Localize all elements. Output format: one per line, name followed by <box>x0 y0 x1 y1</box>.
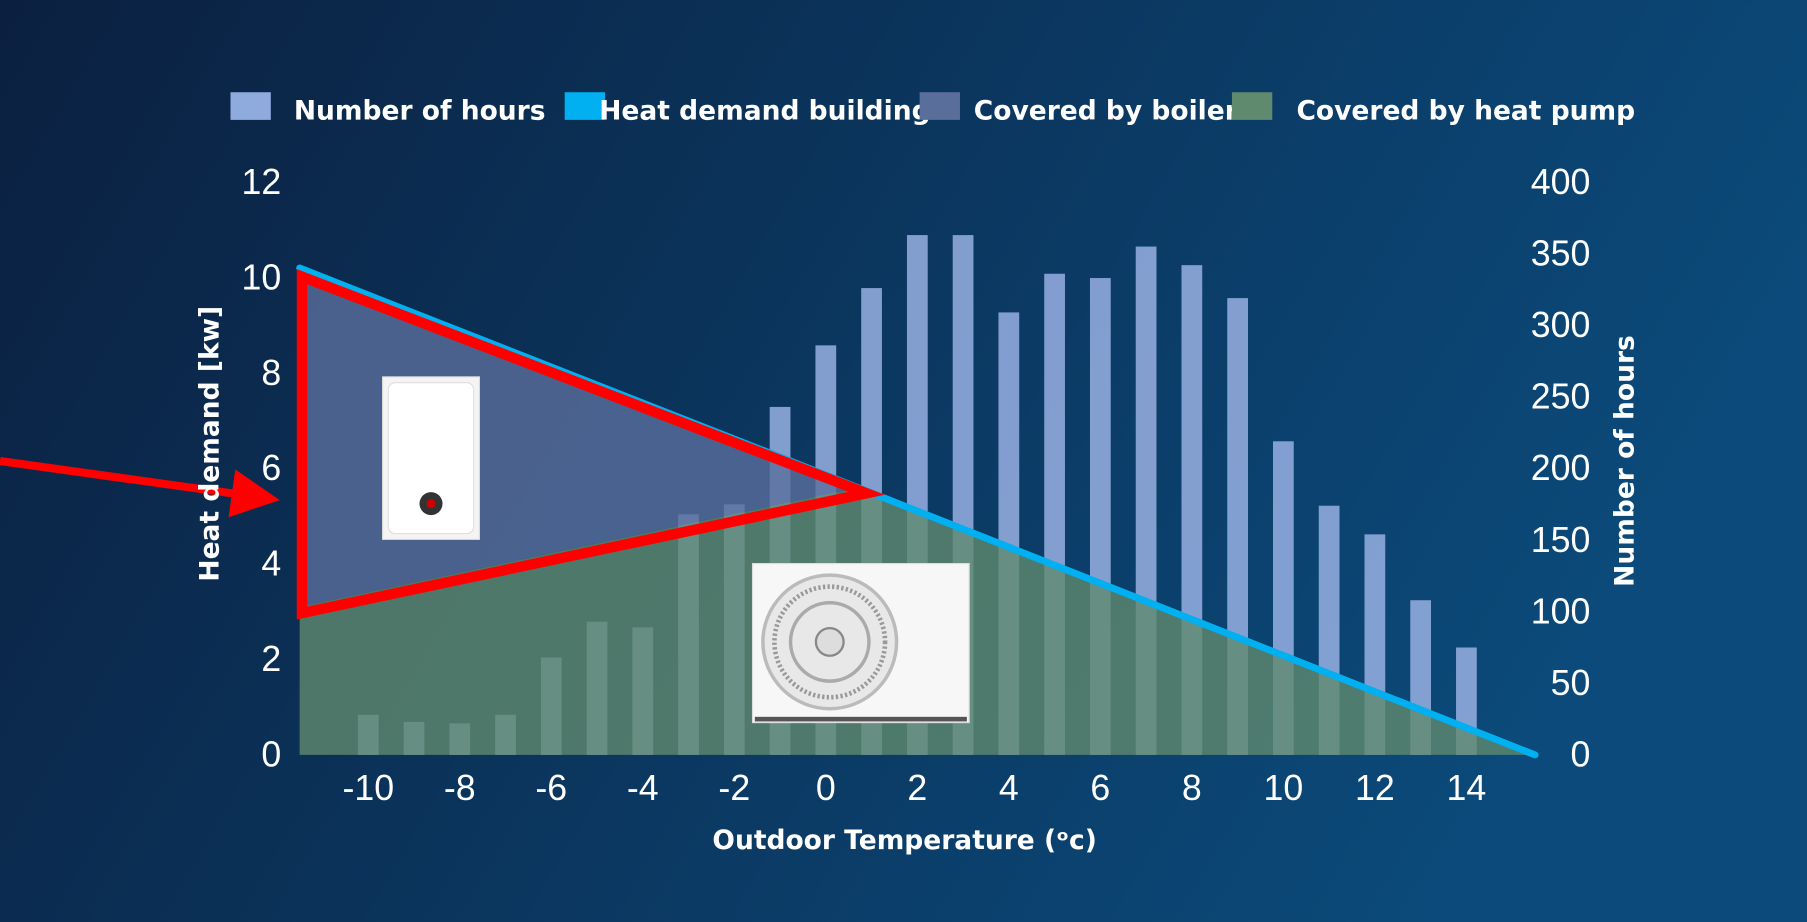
y2-tick-label: 350 <box>1531 233 1591 273</box>
y-tick-label: 6 <box>261 448 281 488</box>
x-tick-label: -8 <box>444 768 476 808</box>
y-tick-label: 0 <box>261 735 281 775</box>
y-tick-label: 10 <box>241 257 281 297</box>
y-axis-title: Heat demand [kw] <box>194 306 225 582</box>
y2-tick-label: 400 <box>1531 162 1591 202</box>
legend-swatch <box>920 92 960 120</box>
y2-tick-label: 50 <box>1551 663 1591 703</box>
x-tick-label: -10 <box>342 768 394 808</box>
chart: Outdoor Temperature (ᵒc) Heat demand [kw… <box>0 0 1807 922</box>
y-tick-label: 8 <box>261 353 281 393</box>
heat-pump-image <box>753 564 970 723</box>
y2-tick-label: 0 <box>1570 735 1590 775</box>
y2-tick-label: 250 <box>1531 377 1591 417</box>
y-tick-label: 4 <box>261 544 281 584</box>
legend-label: Covered by boiler <box>974 95 1238 126</box>
x-tick-label: -6 <box>535 768 567 808</box>
y2-tick-label: 100 <box>1531 591 1591 631</box>
x-tick-label: 8 <box>1182 768 1202 808</box>
y2-tick-label: 200 <box>1531 448 1591 488</box>
x-tick-label: 14 <box>1447 768 1487 808</box>
x-tick-label: -4 <box>627 768 659 808</box>
legend-label: Number of hours <box>294 95 546 126</box>
x-tick-label: 4 <box>999 768 1019 808</box>
legend-label: Heat demand building <box>599 95 930 126</box>
page: {"chart_data": { "type": "combo", "x_lab… <box>0 0 1807 922</box>
legend-label: Covered by heat pump <box>1296 95 1635 126</box>
x-axis-title: Outdoor Temperature (ᵒc) <box>712 825 1096 856</box>
x-tick-label: 6 <box>1090 768 1110 808</box>
x-tick-label: -2 <box>718 768 750 808</box>
x-tick-label: 2 <box>907 768 927 808</box>
y2-axis-title: Number of hours <box>1610 335 1641 587</box>
legend-swatch <box>1232 92 1272 120</box>
y2-tick-label: 150 <box>1531 520 1591 560</box>
x-tick-label: 12 <box>1355 768 1395 808</box>
x-tick-label: 10 <box>1264 768 1304 808</box>
x-tick-label: 0 <box>816 768 836 808</box>
y2-tick-label: 300 <box>1531 305 1591 345</box>
y-tick-label: 12 <box>241 162 281 202</box>
legend-swatch <box>230 92 270 120</box>
y-tick-label: 2 <box>261 639 281 679</box>
boiler-image <box>383 377 480 539</box>
